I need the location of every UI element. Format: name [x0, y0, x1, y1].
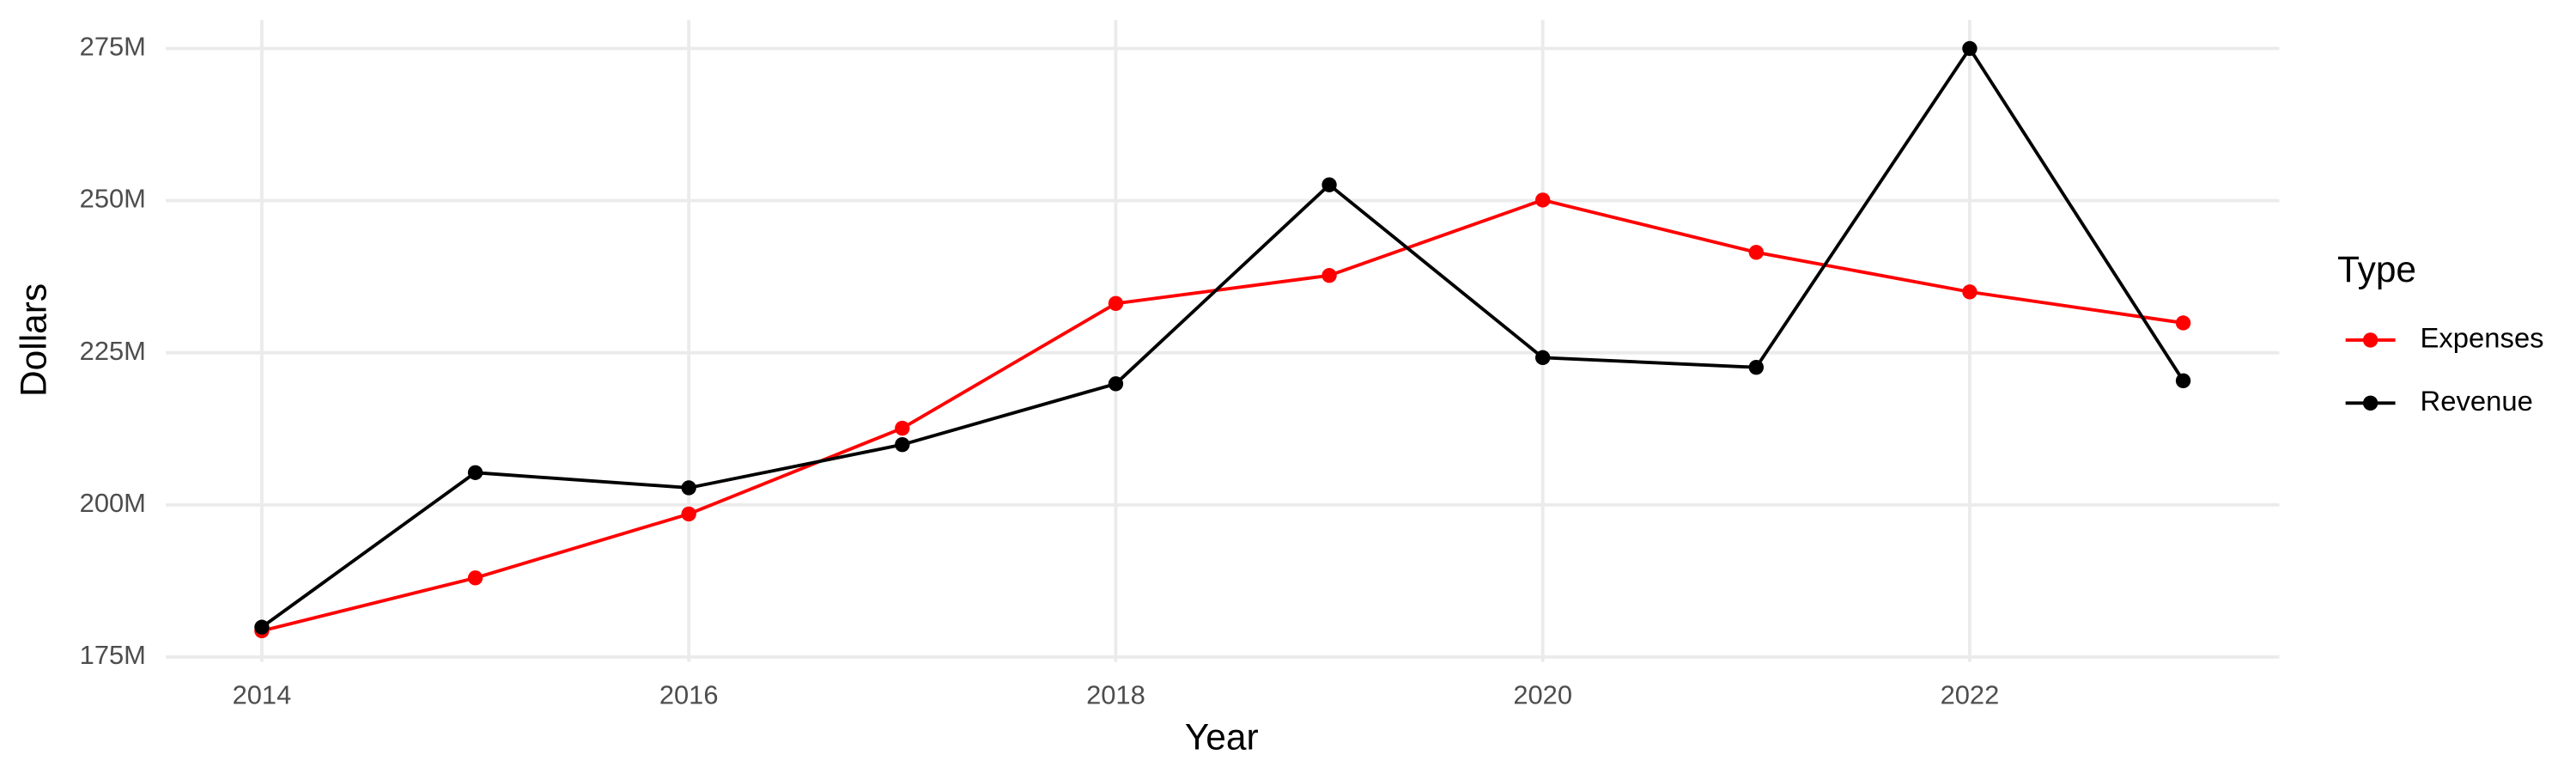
y-axis-title: Dollars — [15, 283, 55, 397]
data-point — [254, 619, 270, 635]
data-point — [895, 436, 910, 453]
data-point — [1321, 268, 1337, 283]
data-point — [467, 465, 483, 480]
x-tick-label: 2014 — [233, 679, 292, 709]
legend-label: Revenue — [2421, 385, 2533, 417]
data-point — [1748, 360, 1764, 375]
series-line — [260, 45, 2185, 629]
x-axis-title: Year — [1185, 718, 1259, 758]
x-tick-label: 2022 — [1941, 679, 2000, 709]
y-tick-label: 175M — [80, 640, 146, 670]
data-point — [2175, 315, 2191, 331]
data-point — [1108, 295, 1124, 312]
x-tick-label: 2018 — [1086, 679, 1145, 709]
data-point — [1534, 192, 1551, 208]
data-point — [1962, 284, 1978, 300]
data-point — [467, 570, 483, 586]
x-tick-label: 2020 — [1513, 679, 1572, 709]
legend-key-point — [2362, 395, 2379, 411]
data-point — [681, 480, 696, 496]
grid — [166, 20, 2280, 662]
data-point — [2175, 373, 2191, 388]
legend-label: Expenses — [2421, 322, 2544, 354]
data-point — [895, 420, 910, 436]
legend-title: Type — [2337, 250, 2416, 290]
data-point — [1534, 350, 1551, 366]
x-tick-label: 2016 — [659, 679, 719, 709]
data-point — [681, 506, 696, 522]
data-point — [1748, 245, 1764, 260]
data-point — [1962, 40, 1978, 57]
data-point — [1108, 376, 1124, 392]
y-tick-label: 200M — [80, 488, 146, 518]
y-tick-label: 225M — [80, 336, 146, 366]
legend-key-point — [2362, 332, 2379, 348]
series-line — [261, 198, 2184, 633]
data-point — [1321, 177, 1337, 192]
y-tick-label: 250M — [80, 184, 146, 214]
y-tick-label: 275M — [80, 32, 146, 62]
